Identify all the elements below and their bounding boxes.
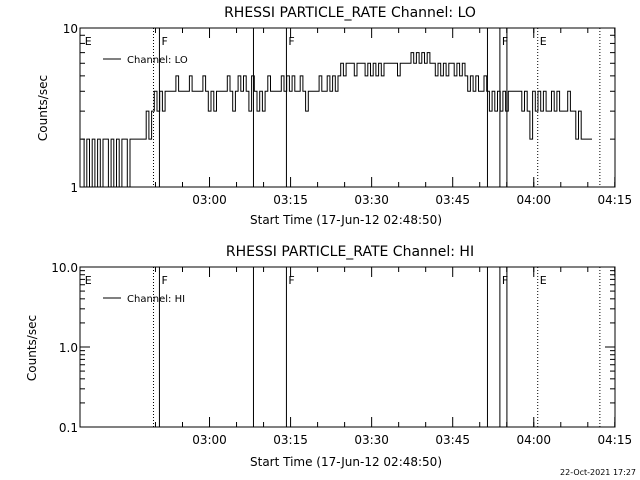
x-tick-label: 03:30 bbox=[354, 433, 389, 447]
chart-hi-y-axis: 0.1 1.0 10.0 bbox=[51, 261, 615, 435]
chart-lo-frame bbox=[79, 27, 616, 188]
event-marker-label: F bbox=[161, 274, 167, 287]
chart-lo-x-axis: 03:00 03:15 03:30 03:45 04:00 04:15 bbox=[154, 28, 633, 207]
x-tick-label: 03:45 bbox=[435, 433, 470, 447]
event-marker-label: F bbox=[502, 35, 508, 48]
x-tick-label: 04:15 bbox=[598, 433, 633, 447]
chart-lo-legend-label: Channel: LO bbox=[127, 55, 188, 66]
chart-lo-xlabel: Start Time (17-Jun-12 02:48:50) bbox=[250, 213, 442, 227]
event-marker-label: E bbox=[85, 35, 92, 48]
chart-lo-series-line bbox=[81, 52, 592, 188]
chart-hi-legend-label: Channel: HI bbox=[127, 294, 185, 305]
y-tick-label: 10 bbox=[63, 22, 78, 36]
y-tick-label: 0.1 bbox=[59, 421, 78, 435]
chart-hi-legend: Channel: HI bbox=[103, 294, 185, 305]
chart-hi-x-axis: 03:00 03:15 03:30 03:45 04:00 04:15 bbox=[154, 267, 633, 447]
chart-hi: RHESSI PARTICLE_RATE Channel: HI 0.1 1.0 1… bbox=[25, 244, 632, 469]
chart-hi-xlabel: Start Time (17-Jun-12 02:48:50) bbox=[250, 455, 442, 469]
event-marker-label: F bbox=[288, 35, 294, 48]
x-tick-label: 03:45 bbox=[435, 193, 470, 207]
timestamp-label: 22-Oct-2021 17:27 bbox=[560, 468, 636, 477]
x-tick-label: 03:30 bbox=[354, 193, 389, 207]
y-tick-label: 1 bbox=[70, 181, 78, 195]
x-tick-label: 03:15 bbox=[273, 193, 308, 207]
event-marker-label: F bbox=[502, 274, 508, 287]
chart-lo: RHESSI PARTICLE_RATE Channel: LO 1 10 03:… bbox=[36, 5, 632, 227]
chart-lo-legend: Channel: LO bbox=[103, 55, 188, 66]
x-tick-label: 04:00 bbox=[516, 193, 551, 207]
x-tick-label: 03:00 bbox=[192, 193, 227, 207]
chart-lo-ylabel: Counts/sec bbox=[36, 75, 50, 141]
event-marker-label: E bbox=[85, 274, 92, 287]
x-tick-label: 03:00 bbox=[192, 433, 227, 447]
chart-lo-title: RHESSI PARTICLE_RATE Channel: LO bbox=[224, 5, 476, 21]
x-tick-label: 03:15 bbox=[273, 433, 308, 447]
chart-hi-title: RHESSI PARTICLE_RATE Channel: HI bbox=[226, 244, 474, 260]
y-tick-label: 10.0 bbox=[51, 261, 78, 275]
event-marker-label: F bbox=[288, 274, 294, 287]
chart-lo-y-axis: 1 10 bbox=[63, 22, 615, 195]
x-tick-label: 04:00 bbox=[516, 433, 551, 447]
event-marker-label: F bbox=[161, 35, 167, 48]
y-tick-label: 1.0 bbox=[59, 341, 78, 355]
event-marker-label: E bbox=[540, 35, 547, 48]
chart-hi-ylabel: Counts/sec bbox=[25, 315, 39, 381]
x-tick-label: 04:15 bbox=[598, 193, 633, 207]
event-marker-label: E bbox=[540, 274, 547, 287]
